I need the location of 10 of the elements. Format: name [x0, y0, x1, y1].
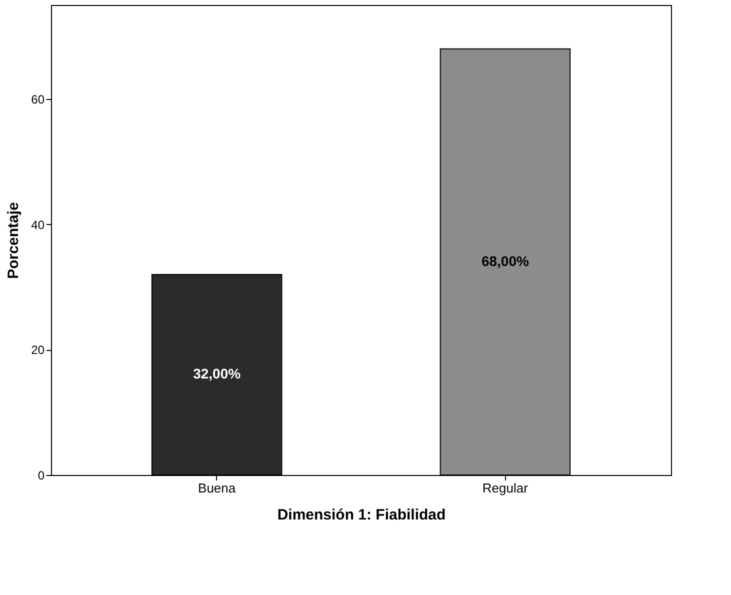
y-tick-label: 0: [38, 468, 45, 482]
y-tick-label: 20: [31, 343, 45, 358]
x-tick-label: Regular: [482, 480, 529, 496]
y-axis-title: Porcentaje: [5, 202, 22, 279]
data-label: 68,00%: [481, 252, 530, 269]
x-tick-label: Buena: [198, 480, 236, 496]
data-label: 32,00%: [193, 366, 242, 382]
x-axis-title: Dimensión 1: Fiabilidad: [277, 506, 446, 524]
y-tick-label: 60: [31, 92, 45, 106]
y-tick-label: 40: [31, 218, 45, 232]
